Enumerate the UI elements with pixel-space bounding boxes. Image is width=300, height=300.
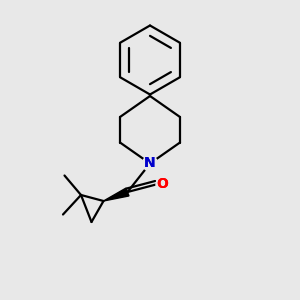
- Text: O: O: [157, 178, 169, 191]
- Text: O: O: [157, 178, 169, 191]
- Text: N: N: [144, 157, 156, 170]
- Polygon shape: [103, 188, 129, 201]
- Text: N: N: [144, 157, 156, 170]
- Circle shape: [142, 156, 158, 171]
- Circle shape: [156, 178, 169, 191]
